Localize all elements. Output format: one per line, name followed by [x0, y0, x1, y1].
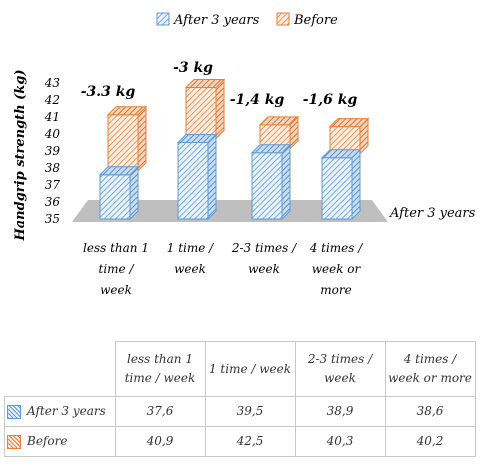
table-cell: 42,5: [204, 426, 296, 457]
y-tick-label: 35: [45, 212, 60, 226]
bar-after-3-years: [176, 133, 218, 221]
y-axis-label: Handgrip strength (kg): [13, 69, 28, 241]
bar-after-3-years: [320, 148, 362, 221]
chart: After 3 years Before Handgrip strength (…: [13, 12, 476, 297]
y-tick-label: 40: [44, 127, 61, 141]
x-tick-label: 1 time / week: [167, 241, 215, 276]
data-table: less than 1 time / week 1 time / week 2-…: [4, 341, 476, 457]
legend-label-before: Before: [293, 13, 338, 28]
legend-swatch-before: [276, 12, 290, 26]
x-axis: less than 1 time / week 1 time / week 2-3 tim…: [83, 241, 364, 297]
bar-after-3-years: [250, 143, 292, 221]
y-tick-label: 41: [44, 110, 60, 124]
bar-after-3-years: [98, 165, 140, 221]
bar-before: [258, 115, 300, 150]
bar-before: [184, 78, 226, 140]
row-label-text: After 3 years: [27, 404, 106, 418]
table-cell: 38,9: [294, 396, 386, 427]
table-row-label: Before: [4, 426, 116, 457]
table-cell: 38,6: [384, 396, 476, 427]
x-tick-label: 2-3 times / week: [231, 241, 298, 276]
legend-swatch-after-3-years: [156, 12, 170, 26]
table-cell: 40,3: [294, 426, 386, 457]
table-header-cell: less than 1 time / week: [114, 341, 206, 397]
bars: [98, 78, 370, 221]
table-corner: [4, 341, 116, 397]
legend-label-after-3-years: After 3 years: [173, 13, 260, 28]
y-tick-label: 42: [44, 93, 60, 107]
y-tick-label: 37: [45, 178, 61, 192]
y-axis: 35 36 37 38 39 40 41 42 43: [44, 76, 61, 226]
difference-annotation: -3 kg: [173, 60, 213, 76]
depth-axis-label: After 3 years: [389, 206, 476, 221]
table-header-cell: 2-3 times / week: [294, 341, 386, 397]
table-row-label: After 3 years: [4, 396, 116, 427]
y-tick-label: 39: [45, 144, 61, 158]
table-row: Before 40,9 42,5 40,3 40,2: [4, 426, 476, 457]
y-tick-label: 36: [45, 195, 61, 209]
difference-annotation: -1,6 kg: [303, 92, 358, 108]
row-label-text: Before: [27, 434, 68, 448]
table-cell: 40,9: [114, 426, 206, 457]
table-cell: 40,2: [384, 426, 476, 457]
legend: After 3 years Before: [156, 12, 338, 28]
x-tick-label: 4 times / week or more: [309, 241, 365, 297]
table-header-cell: 4 times / week or more: [384, 341, 476, 397]
table-cell: 39,5: [204, 396, 296, 427]
y-tick-label: 38: [45, 161, 61, 175]
floor: [72, 200, 388, 222]
bar-before: [106, 105, 148, 173]
table-row: After 3 years 37,6 39,5 38,9 38,6: [4, 396, 476, 427]
table-header-row: less than 1 time / week 1 time / week 2-…: [4, 341, 476, 397]
x-tick-label: less than 1 time / week: [83, 241, 149, 297]
swatch-before: [7, 434, 21, 449]
annotations: -3.3 kg -3 kg -1,4 kg -1,6 kg: [81, 60, 358, 108]
difference-annotation: -3.3 kg: [81, 84, 136, 100]
table-header-cell: 1 time / week: [204, 341, 296, 397]
bar-before: [328, 117, 370, 156]
table-cell: 37,6: [114, 396, 206, 427]
swatch-after-3-years: [7, 404, 21, 419]
difference-annotation: -1,4 kg: [230, 92, 285, 108]
y-tick-label: 43: [44, 76, 61, 90]
